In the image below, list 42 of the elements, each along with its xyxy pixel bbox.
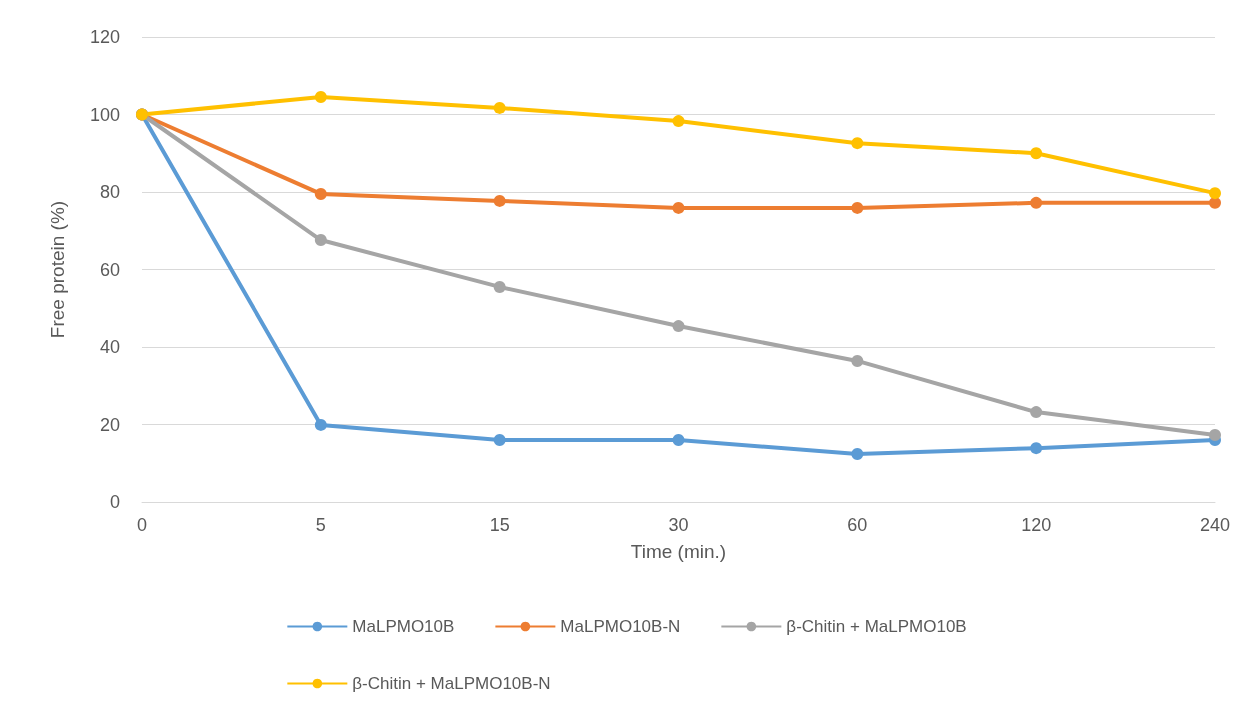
legend-label: β-Chitin + MaLPMO10B-N <box>352 674 551 693</box>
point <box>851 137 864 150</box>
y-tick-label: 0 <box>109 492 120 512</box>
y-tick-label: 20 <box>99 414 120 435</box>
point <box>672 201 685 214</box>
point <box>314 187 327 200</box>
legend-label: β-Chitin + MaLPMO10B <box>786 617 967 636</box>
point <box>1030 406 1043 419</box>
y-tick-label: 120 <box>89 27 120 47</box>
legend-label: MaLPMO10B-N <box>560 617 681 636</box>
point <box>672 434 685 446</box>
point <box>493 101 506 114</box>
point <box>1030 196 1043 209</box>
point <box>314 234 327 247</box>
point <box>672 115 685 128</box>
x-tick-label: 15 <box>489 515 510 535</box>
point <box>1030 147 1043 160</box>
point <box>851 354 864 367</box>
x-axis-title: Time (min.) <box>630 541 727 562</box>
point <box>1030 442 1043 455</box>
point <box>851 447 864 460</box>
point <box>1209 428 1221 441</box>
y-tick-label: 80 <box>99 182 120 202</box>
legend-label: MaLPMO10B <box>352 617 455 636</box>
y-tick-label: 60 <box>99 259 120 280</box>
x-tick-label: 120 <box>1021 515 1052 535</box>
point <box>314 418 327 431</box>
y-tick-label: 40 <box>99 337 120 357</box>
point <box>314 91 327 104</box>
point <box>672 320 685 333</box>
x-tick-label: 240 <box>1199 515 1231 535</box>
y-axis-title: Free protein (%) <box>47 200 68 339</box>
x-tick-label: 30 <box>668 515 689 535</box>
point <box>1209 187 1221 200</box>
x-tick-label: 0 <box>136 515 148 535</box>
x-tick-label: 60 <box>847 515 868 535</box>
point <box>493 280 506 293</box>
point <box>493 434 506 446</box>
x-tick-label: 5 <box>315 515 326 535</box>
point <box>493 194 506 207</box>
point <box>851 201 864 214</box>
y-tick-label: 100 <box>89 104 120 125</box>
